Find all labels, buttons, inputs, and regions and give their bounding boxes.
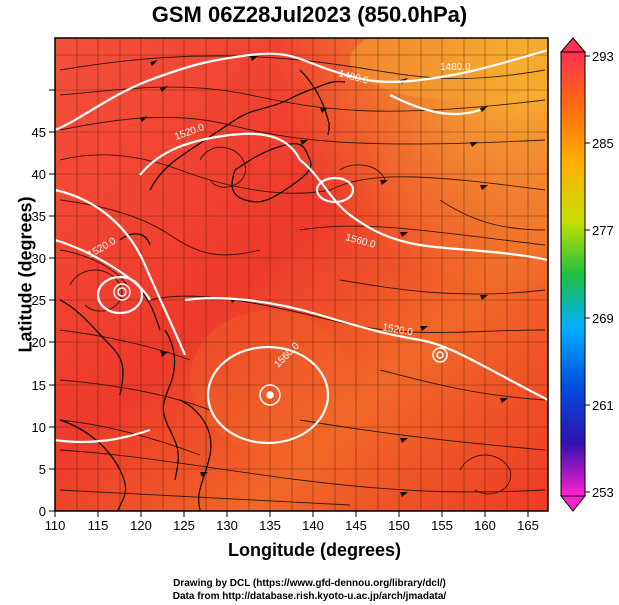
colorbar-top-arrow bbox=[559, 37, 587, 53]
x-tick-label: 115 bbox=[88, 518, 109, 533]
y-tick-label: 30 bbox=[32, 251, 46, 266]
colorbar-tick-label: 269 bbox=[592, 311, 614, 326]
page-title: GSM 06Z28Jul2023 (850.0hPa) bbox=[151, 2, 468, 27]
y-tick-label: 10 bbox=[32, 420, 46, 435]
colorbar-bottom-arrow bbox=[559, 495, 587, 512]
colorbar-tick-label: 261 bbox=[592, 398, 614, 413]
x-tick-label: 120 bbox=[130, 518, 152, 533]
contour-label: 1520.0 bbox=[381, 322, 413, 338]
x-tick-label: 155 bbox=[431, 518, 453, 533]
y-tick-label: 40 bbox=[32, 167, 46, 182]
colorbar-tick-label: 285 bbox=[592, 136, 614, 151]
y-axis-label: Latitude (degrees) bbox=[15, 196, 36, 353]
stream-arrows bbox=[140, 56, 508, 497]
y-tick-label: 5 bbox=[39, 462, 46, 477]
colorbar-tick-label: 253 bbox=[592, 485, 614, 500]
x-tick-label: 125 bbox=[173, 518, 195, 533]
y-tick-label: 25 bbox=[32, 293, 46, 308]
height-contours bbox=[55, 48, 548, 445]
x-tick-labels: 110 115 120 125 130 135 140 145 150 155 … bbox=[45, 518, 539, 533]
x-tick-label: 135 bbox=[259, 518, 281, 533]
map-field: 1480.0 1520.0 1560.0 1520.0 1520.0 1560.… bbox=[55, 38, 548, 511]
contour-label: 1480.0 bbox=[440, 62, 471, 73]
x-tick-label: 130 bbox=[216, 518, 238, 533]
coastlines bbox=[59, 69, 346, 511]
y-tick-label: 0 bbox=[39, 504, 46, 519]
x-tick-label: 110 bbox=[45, 518, 66, 533]
x-axis-label: Longitude (degrees) bbox=[227, 540, 401, 560]
y-tick-labels: 0 5 10 15 20 25 30 35 40 45 bbox=[32, 125, 46, 519]
colorbar-tick-label: 277 bbox=[592, 223, 614, 238]
y-tick-label: 35 bbox=[32, 209, 46, 224]
colorbar-tick-label: 293 bbox=[592, 49, 614, 64]
colorbar: 293 285 277 269 261 253 bbox=[559, 37, 614, 512]
y-tick-label: 15 bbox=[32, 378, 46, 393]
x-tick-label: 150 bbox=[388, 518, 410, 533]
credit-drawing: Drawing by DCL (https://www.gfd-dennou.o… bbox=[173, 578, 446, 589]
credit-data: Data from http://database.rish.kyoto-u.a… bbox=[172, 591, 447, 602]
grid-lines bbox=[55, 38, 548, 511]
y-tick-label: 45 bbox=[32, 125, 46, 140]
plot-frame bbox=[54, 37, 549, 512]
x-tick-label: 165 bbox=[517, 518, 539, 533]
x-tick-label: 160 bbox=[474, 518, 496, 533]
x-tick-label: 145 bbox=[345, 518, 367, 533]
typhoon-symbols bbox=[113, 283, 448, 406]
y-tick-label: 20 bbox=[32, 335, 46, 350]
axis-ticks bbox=[49, 89, 529, 517]
colorbar-scale bbox=[560, 51, 586, 497]
x-tick-label: 140 bbox=[302, 518, 324, 533]
